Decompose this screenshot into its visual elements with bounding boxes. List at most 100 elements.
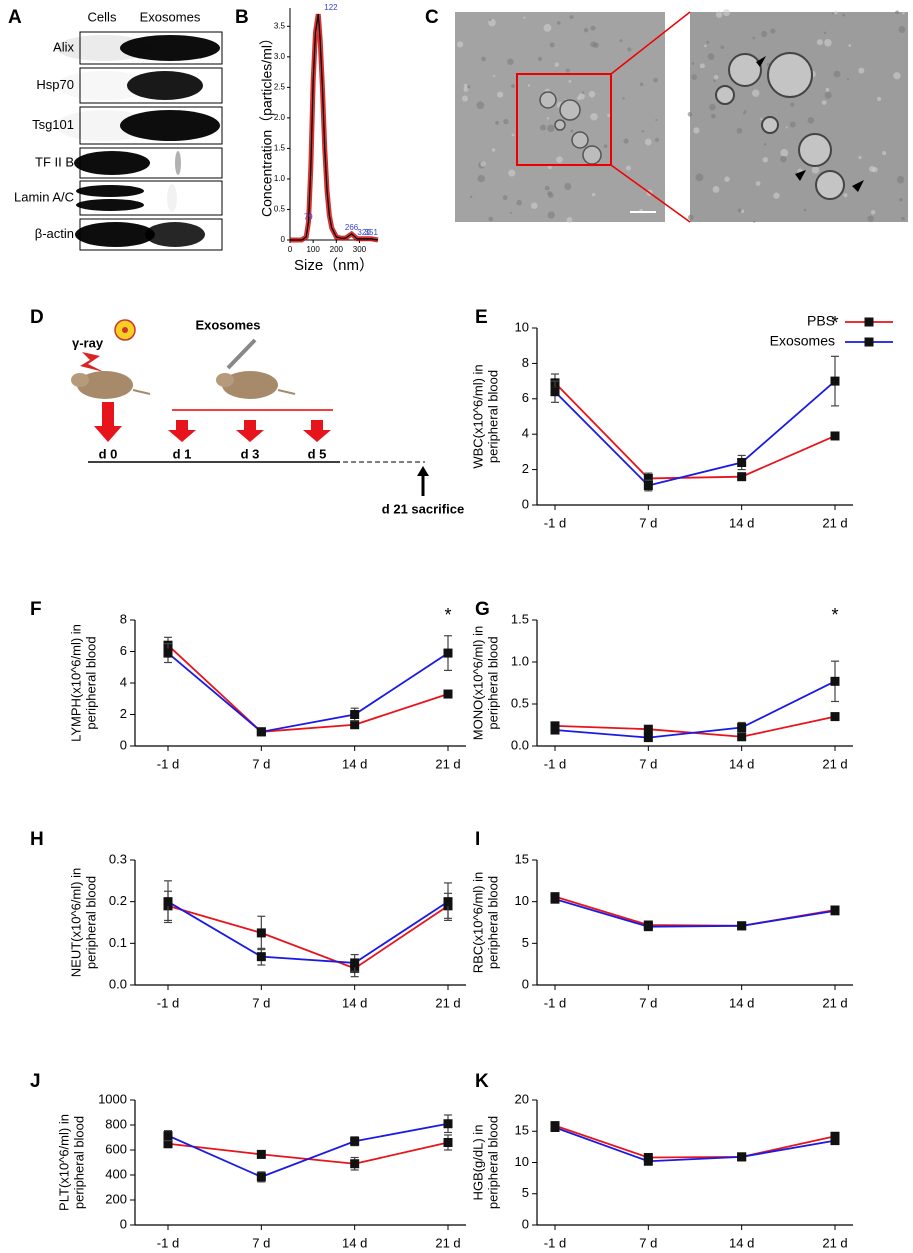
x-tick-label: -1 d bbox=[544, 995, 566, 1010]
marker bbox=[737, 921, 747, 931]
particle bbox=[607, 113, 611, 118]
particle bbox=[547, 191, 552, 196]
marker bbox=[350, 958, 360, 968]
particle bbox=[523, 16, 526, 19]
blot-label: Hsp70 bbox=[36, 77, 74, 92]
y-tick-label: 0 bbox=[281, 235, 286, 244]
series-line bbox=[554, 380, 836, 487]
day-label: d 0 bbox=[99, 446, 118, 461]
y-tick-label: 0.5 bbox=[511, 695, 529, 710]
marker bbox=[443, 897, 453, 907]
particle bbox=[755, 181, 761, 186]
marker bbox=[737, 723, 747, 733]
x-tick-label: -1 d bbox=[544, 756, 566, 771]
significance-mark: * bbox=[831, 605, 838, 625]
particle bbox=[588, 90, 596, 98]
x-tick-label: 21 d bbox=[435, 1235, 460, 1250]
particle bbox=[713, 74, 719, 80]
tem-particles bbox=[457, 9, 906, 223]
series-line bbox=[554, 1126, 836, 1163]
marker bbox=[256, 928, 266, 938]
particle bbox=[824, 91, 832, 99]
particle bbox=[780, 148, 789, 157]
y-tick-label: 6 bbox=[120, 643, 127, 658]
particle bbox=[770, 28, 776, 34]
particle bbox=[707, 53, 715, 60]
y-tick-label: 0.0 bbox=[511, 737, 529, 752]
vesicle bbox=[582, 145, 602, 165]
y-tick-label: 0 bbox=[522, 1216, 529, 1231]
series-line bbox=[167, 644, 449, 733]
particle bbox=[527, 84, 531, 87]
particle bbox=[869, 165, 876, 172]
series-line bbox=[167, 1141, 449, 1165]
particle bbox=[870, 210, 876, 215]
particle bbox=[831, 12, 834, 15]
x-tick-label: 21 d bbox=[435, 995, 460, 1010]
x-tick-label: 14 d bbox=[342, 995, 367, 1010]
column-label: Cells bbox=[88, 9, 117, 24]
particle bbox=[691, 62, 695, 65]
legend-marker bbox=[864, 337, 874, 347]
particle bbox=[753, 220, 756, 223]
size-curve-band bbox=[290, 13, 379, 243]
particle bbox=[899, 197, 903, 202]
blot-label: β-actin bbox=[35, 226, 74, 241]
particle bbox=[882, 151, 887, 156]
y-axis-label: MONO(x10^6/ml) in bbox=[470, 626, 485, 740]
particle bbox=[848, 44, 852, 48]
particle bbox=[463, 83, 468, 88]
particle bbox=[547, 211, 555, 219]
particle bbox=[507, 58, 514, 65]
marker bbox=[830, 1136, 840, 1146]
zoom-line bbox=[610, 164, 691, 223]
particle bbox=[691, 74, 698, 80]
particle bbox=[623, 138, 629, 144]
day-arrow bbox=[236, 420, 264, 442]
endpoint-label: d 21 sacrifice bbox=[382, 501, 464, 516]
particle bbox=[543, 23, 552, 32]
y-tick-label: 4 bbox=[120, 674, 127, 689]
x-tick-label: -1 d bbox=[157, 756, 179, 771]
y-tick-label: 0 bbox=[120, 1216, 127, 1231]
marker bbox=[830, 906, 840, 916]
particle bbox=[761, 30, 768, 38]
marker bbox=[643, 473, 653, 483]
y-tick-label: 8 bbox=[522, 355, 529, 370]
particle bbox=[565, 68, 570, 73]
marker bbox=[163, 1131, 173, 1141]
y-tick-label: 0.1 bbox=[109, 935, 127, 950]
y-tick-label: 2 bbox=[120, 706, 127, 721]
day-label: d 5 bbox=[308, 446, 327, 461]
panel-letter: D bbox=[30, 307, 44, 328]
lightning bbox=[80, 352, 104, 372]
radiation-icon bbox=[122, 327, 128, 333]
particle bbox=[511, 133, 515, 137]
x-tick-label: 200 bbox=[330, 245, 344, 254]
y-axis-label: RBC(x10^6/ml) in bbox=[470, 872, 485, 973]
vesicle bbox=[554, 119, 566, 131]
y-tick-label: 3.5 bbox=[274, 21, 286, 30]
panel-letter: I bbox=[475, 829, 480, 850]
y-tick-label: 6 bbox=[522, 390, 529, 405]
x-tick-label: 21 d bbox=[822, 995, 847, 1010]
series-line bbox=[554, 898, 836, 928]
particle bbox=[898, 25, 906, 33]
x-tick-label: 14 d bbox=[729, 995, 754, 1010]
particle bbox=[476, 101, 485, 110]
y-tick-label: 0 bbox=[522, 496, 529, 511]
peak-label: 351 bbox=[365, 228, 379, 237]
x-tick-label: 14 d bbox=[342, 756, 367, 771]
particle bbox=[695, 173, 704, 182]
particle bbox=[590, 25, 596, 31]
particle bbox=[843, 193, 848, 198]
significance-mark: * bbox=[831, 313, 838, 333]
y-tick-label: 1000 bbox=[98, 1091, 127, 1106]
x-tick-label: 21 d bbox=[822, 1235, 847, 1250]
x-tick-label: 21 d bbox=[822, 756, 847, 771]
y-tick-label: 10 bbox=[515, 319, 529, 334]
particle bbox=[693, 127, 700, 134]
particle bbox=[583, 27, 589, 33]
particle bbox=[842, 13, 845, 17]
particle bbox=[544, 185, 550, 191]
